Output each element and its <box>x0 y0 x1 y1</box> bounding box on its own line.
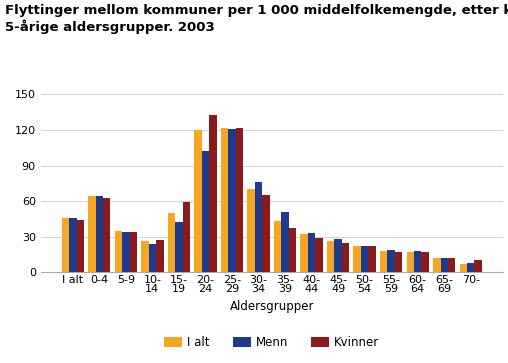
Bar <box>96 196 103 272</box>
Bar <box>122 232 130 272</box>
Bar <box>422 252 429 272</box>
Bar <box>315 238 323 272</box>
Bar <box>274 221 281 272</box>
Bar <box>141 241 149 272</box>
Bar <box>448 258 455 272</box>
Text: Flyttinger mellom kommuner per 1 000 middelfolkemengde, etter kjønn og
5-årige a: Flyttinger mellom kommuner per 1 000 mid… <box>5 4 508 33</box>
Bar <box>342 242 350 272</box>
Bar <box>194 130 202 272</box>
Bar <box>255 182 262 272</box>
Bar <box>262 195 270 272</box>
Bar <box>467 263 474 272</box>
Bar <box>247 189 255 272</box>
Bar <box>149 244 156 272</box>
Bar <box>327 241 334 272</box>
X-axis label: Aldersgrupper: Aldersgrupper <box>230 300 314 313</box>
Bar <box>175 223 183 272</box>
Bar <box>289 228 296 272</box>
Bar <box>474 260 482 272</box>
Bar <box>388 250 395 272</box>
Bar <box>414 251 422 272</box>
Bar <box>202 151 209 272</box>
Bar <box>183 202 190 272</box>
Bar <box>209 115 216 272</box>
Bar <box>368 246 376 272</box>
Bar <box>61 218 69 272</box>
Bar <box>156 240 164 272</box>
Bar <box>406 252 414 272</box>
Bar <box>281 212 289 272</box>
Bar <box>103 197 110 272</box>
Legend: I alt, Menn, Kvinner: I alt, Menn, Kvinner <box>160 331 384 354</box>
Bar <box>380 251 388 272</box>
Bar <box>168 213 175 272</box>
Bar <box>300 234 308 272</box>
Bar <box>115 231 122 272</box>
Bar <box>69 218 77 272</box>
Bar <box>460 264 467 272</box>
Bar <box>433 258 440 272</box>
Bar <box>88 196 96 272</box>
Bar <box>354 246 361 272</box>
Bar <box>334 239 342 272</box>
Bar <box>361 246 368 272</box>
Bar <box>440 258 448 272</box>
Bar <box>308 233 315 272</box>
Bar <box>130 232 137 272</box>
Bar <box>228 129 236 272</box>
Bar <box>236 127 243 272</box>
Bar <box>77 220 84 272</box>
Bar <box>221 127 228 272</box>
Bar <box>395 252 402 272</box>
